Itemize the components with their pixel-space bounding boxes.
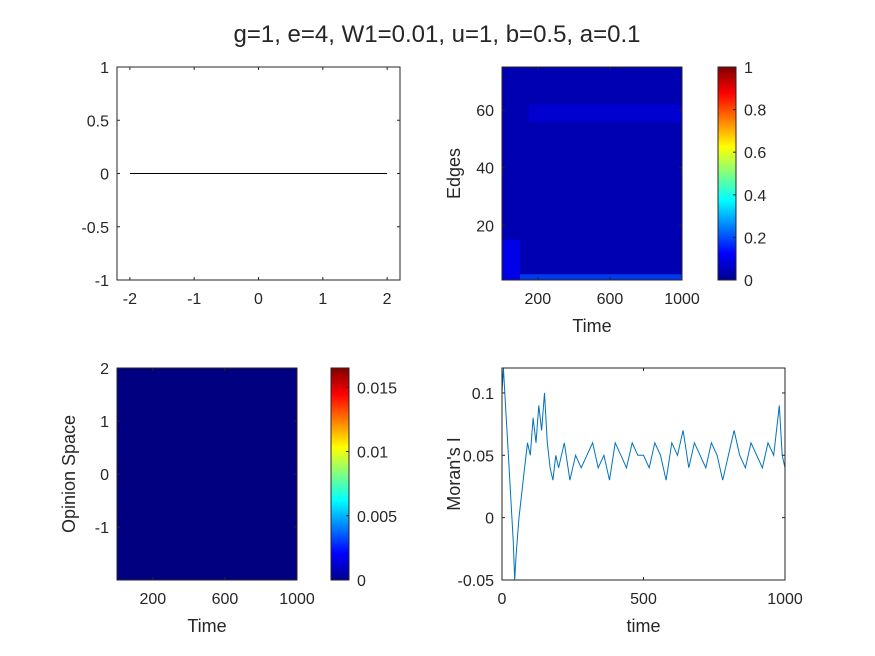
x-tick-label: 1000 <box>767 591 803 608</box>
x-tick-label: 0 <box>254 291 263 308</box>
y-axis-label: Opinion Space <box>59 415 79 533</box>
figure-title: g=1, e=4, W1=0.01, u=1, b=0.5, a=0.1 <box>234 21 641 48</box>
x-tick-label: 2 <box>383 291 392 308</box>
x-axis-label: Time <box>572 316 611 336</box>
y-tick-label: 0 <box>100 167 109 184</box>
heatmap-band <box>519 274 682 280</box>
colorbar-tick-label: 0.015 <box>357 380 397 397</box>
y-tick-label: 2 <box>100 361 109 378</box>
y-tick-label: 20 <box>476 218 494 235</box>
y-tick-label: 0 <box>485 511 494 528</box>
y-tick-label: 0.05 <box>463 448 494 465</box>
x-tick-label: 200 <box>140 591 167 608</box>
top-left-line-plot: -2 -1 0 1 2 -1 -0.5 0 0.5 1 <box>81 60 401 308</box>
colorbar <box>717 66 737 281</box>
y-tick-label: 40 <box>476 161 494 178</box>
y-tick-label: 1 <box>100 60 109 77</box>
y-tick-label: 1 <box>100 414 109 431</box>
x-tick-label: 1000 <box>279 591 315 608</box>
x-axis-label: Time <box>187 616 226 636</box>
y-tick-label: -1 <box>95 273 109 290</box>
y-tick-label: 60 <box>476 103 494 120</box>
y-tick-label: 0.5 <box>87 113 109 130</box>
x-tick-label: 200 <box>525 291 552 308</box>
colorbar-tick-label: 0.6 <box>744 145 766 162</box>
colorbar-tick-label: 0 <box>357 573 366 590</box>
x-tick-label: 1 <box>318 291 327 308</box>
colorbar-tick-label: 1 <box>744 60 753 77</box>
series-line <box>502 368 785 580</box>
y-tick-label: -0.05 <box>458 573 495 590</box>
colorbar-tick-label: 0.01 <box>357 445 388 462</box>
heatmap-band <box>502 239 520 280</box>
x-tick-label: 600 <box>212 591 239 608</box>
y-axis-label: Edges <box>444 148 464 199</box>
heatmap-background <box>502 67 682 280</box>
x-tick-label: -2 <box>123 291 137 308</box>
x-axis-label: time <box>626 616 660 636</box>
colorbar-tick-label: 0.2 <box>744 230 766 247</box>
axes-box <box>116 367 298 581</box>
y-tick-label: 0 <box>100 467 109 484</box>
opinion-space-heatmap: 200 600 1000 -1 0 1 2 Time Opinion Space 0 0.005 0.… <box>59 361 397 636</box>
axes-box <box>501 367 786 581</box>
colorbar-tick-label: 0 <box>744 273 753 290</box>
colorbar-tick-label: 0.005 <box>357 509 397 526</box>
colorbar <box>330 367 350 581</box>
axes-box <box>501 66 683 281</box>
axes-box <box>116 66 401 281</box>
x-tick-label: 500 <box>630 591 657 608</box>
heatmap-background <box>117 368 297 580</box>
colorbar-tick-label: 0.4 <box>744 188 766 205</box>
x-tick-label: 600 <box>597 291 624 308</box>
edges-heatmap: 200 600 1000 20 40 60 Time Edges 0 0.2 0.4 0.6 0.8 1 <box>444 60 766 336</box>
x-tick-label: 1000 <box>664 291 700 308</box>
y-tick-label: 0.1 <box>472 386 494 403</box>
y-tick-label: -0.5 <box>81 220 109 237</box>
y-axis-label: Moran's I <box>444 437 464 510</box>
colorbar-tick-label: 0.8 <box>744 103 766 120</box>
heatmap-band <box>528 104 682 122</box>
x-tick-label: 0 <box>498 591 507 608</box>
y-tick-label: -1 <box>95 520 109 537</box>
x-tick-label: -1 <box>187 291 201 308</box>
